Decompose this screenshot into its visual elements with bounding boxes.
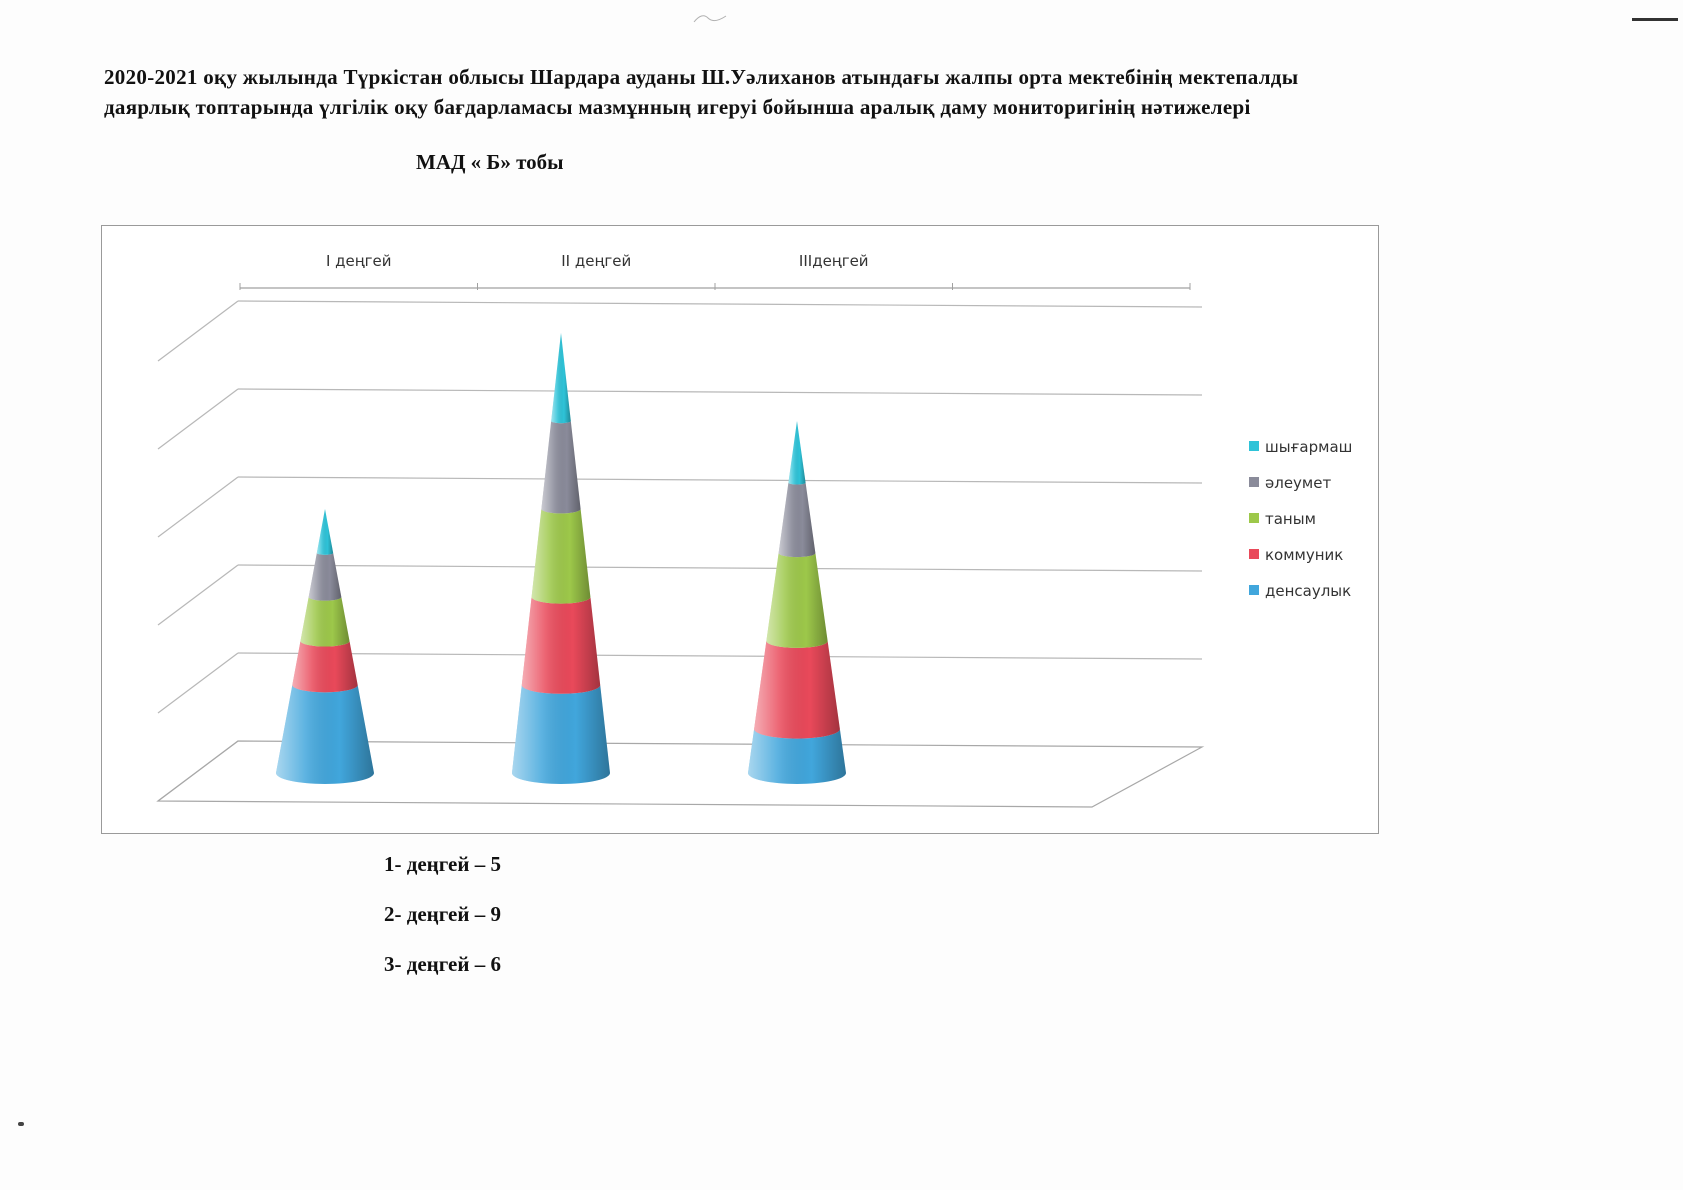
scan-dash-mark bbox=[1632, 18, 1678, 21]
cone-2 bbox=[512, 333, 610, 784]
cone-segment-shading bbox=[551, 333, 571, 424]
legend-swatch bbox=[1249, 549, 1259, 559]
gridline-side bbox=[157, 388, 239, 450]
legend-swatch bbox=[1249, 585, 1259, 595]
category-tick-label: IIIдеңгей bbox=[799, 252, 869, 270]
cone-segment-shading bbox=[316, 509, 334, 555]
group-subtitle: МАД « Б» тобы bbox=[416, 150, 564, 174]
cone-chart: I деңгей II деңгей IIIдеңгей шығармаш әлеум… bbox=[156, 252, 1352, 808]
cone-1 bbox=[276, 509, 374, 784]
chart-legend: шығармаш әлеумет таным коммуник денсаулык bbox=[1249, 438, 1352, 600]
gridline-side bbox=[157, 652, 239, 714]
cone-segment-shading bbox=[521, 597, 601, 694]
cone-segment-shading bbox=[292, 641, 358, 693]
cone-segment-shading bbox=[512, 685, 610, 784]
scan-pen-mark bbox=[693, 15, 727, 23]
category-tick-label: I деңгей bbox=[326, 252, 392, 270]
document-title: 2020-2021 оқу жылында Түркістан облысы Ш… bbox=[104, 62, 1504, 122]
legend-swatch bbox=[1249, 477, 1259, 487]
cone-segment-shading bbox=[541, 421, 581, 514]
legend-label: таным bbox=[1265, 510, 1316, 528]
legend-swatch bbox=[1249, 441, 1259, 451]
chart-frame: I деңгей II деңгей IIIдеңгей шығармаш әлеум… bbox=[101, 225, 1379, 834]
legend-label: әлеумет bbox=[1265, 474, 1331, 492]
gridline bbox=[237, 300, 1203, 308]
legend-label: коммуник bbox=[1265, 546, 1343, 564]
cone-segment-shading bbox=[531, 509, 591, 604]
gridline-side bbox=[157, 300, 239, 362]
cone-segment-shading bbox=[276, 685, 374, 784]
category-tick-label: II деңгей bbox=[561, 252, 631, 270]
level-note: 1- деңгей – 5 bbox=[384, 852, 501, 876]
cone-segment-shading bbox=[300, 597, 350, 647]
cone-segment-shading bbox=[778, 482, 816, 558]
scan-dot-mark bbox=[18, 1122, 24, 1126]
cone-segment-shading bbox=[788, 421, 806, 485]
category-axis: I деңгей II деңгей IIIдеңгей bbox=[239, 252, 1191, 290]
cone-segment-shading bbox=[748, 729, 846, 784]
document-title-line-1: 2020-2021 оқу жылында Түркістан облысы Ш… bbox=[104, 65, 1299, 89]
chart-gridlines bbox=[156, 300, 1205, 808]
chart-floor bbox=[156, 740, 1205, 808]
legend-swatch bbox=[1249, 513, 1259, 523]
gridline-side bbox=[157, 564, 239, 626]
level-note: 3- деңгей – 6 bbox=[384, 952, 501, 976]
legend-label: денсаулык bbox=[1265, 582, 1351, 600]
cone-segment-shading bbox=[766, 553, 828, 648]
cone-segment-shading bbox=[754, 641, 840, 739]
gridline bbox=[237, 388, 1203, 396]
gridline bbox=[237, 476, 1203, 484]
level-notes: 1- деңгей – 5 2- деңгей – 9 3- деңгей – … bbox=[384, 852, 501, 1002]
gridline bbox=[237, 564, 1203, 572]
cone-segment-shading bbox=[308, 553, 342, 601]
cone-3 bbox=[748, 421, 846, 784]
document-title-line-2: даярлық топтарында үлгілік оқу бағдарлам… bbox=[104, 95, 1251, 119]
gridline-side bbox=[157, 476, 239, 538]
level-note: 2- деңгей – 9 bbox=[384, 902, 501, 926]
gridline bbox=[237, 652, 1203, 660]
cone-bars bbox=[276, 333, 846, 784]
legend-label: шығармаш bbox=[1265, 438, 1352, 456]
